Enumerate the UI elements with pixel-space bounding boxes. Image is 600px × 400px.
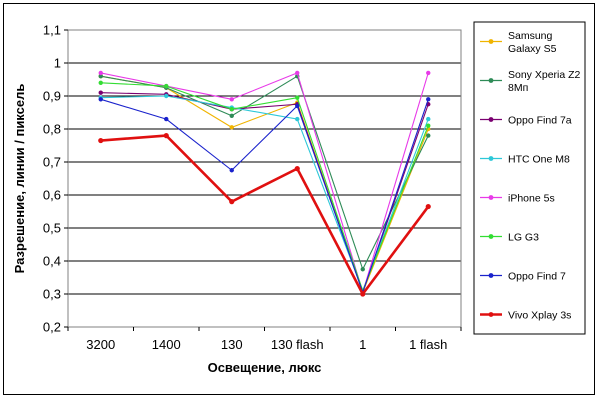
y-tick-label: 0,2 <box>43 320 61 335</box>
data-point <box>295 70 300 76</box>
data-point <box>164 83 169 89</box>
data-point <box>164 93 169 99</box>
legend-label: iPhone 5s <box>508 193 555 205</box>
data-point <box>426 97 431 102</box>
legend-swatch-marker <box>488 195 494 200</box>
data-point <box>295 116 300 122</box>
x-axis-title: Освещение, люкс <box>208 360 322 375</box>
legend-swatch-marker <box>488 78 494 83</box>
y-tick-label: 0,7 <box>43 155 61 170</box>
series-line <box>100 134 430 296</box>
data-point <box>98 97 103 102</box>
legend-label: Galaxy S5 <box>508 43 557 55</box>
y-tick-label: 1,1 <box>43 23 61 38</box>
gridlines <box>68 62 461 295</box>
legend-swatch-marker <box>488 312 494 317</box>
data-point <box>229 125 234 130</box>
data-point <box>98 137 104 144</box>
data-point <box>98 90 103 95</box>
y-tick-label: 0,6 <box>43 188 61 203</box>
x-tick-label: 1400 <box>152 337 181 352</box>
data-point <box>426 116 431 122</box>
data-point <box>98 70 103 76</box>
y-tick-label: 0,9 <box>43 89 61 104</box>
data-point <box>425 203 431 210</box>
legend-swatch-marker <box>488 39 494 44</box>
series-htc-one-m8 <box>98 93 431 293</box>
y-axis: 0,2 0,3 0,4 0,5 0,6 0,7 0,8 0,9 1 1,1 <box>43 23 68 335</box>
data-point <box>295 95 300 100</box>
y-tick-label: 0,8 <box>43 122 61 137</box>
data-point <box>229 168 234 173</box>
data-point <box>164 116 169 122</box>
legend-label: Sony Xperia Z2 <box>508 69 581 81</box>
data-point <box>229 97 234 102</box>
data-point <box>360 267 365 272</box>
data-point <box>426 123 431 128</box>
data-point <box>229 113 234 119</box>
x-axis: 3200 1400 130 130 flash 1 1 flash <box>67 327 462 352</box>
x-tick-label: 130 <box>221 337 243 352</box>
series-line <box>100 98 429 293</box>
series-line <box>100 72 429 293</box>
data-point <box>426 133 431 138</box>
y-tick-label: 0,3 <box>43 287 61 302</box>
x-tick-label: 3200 <box>86 337 115 352</box>
x-tick-label: 1 <box>359 337 366 352</box>
series-oppo-find-7 <box>98 97 431 295</box>
legend-label: Vivo Xplay 3s <box>508 310 571 322</box>
legend-swatch-marker <box>488 156 494 161</box>
data-point <box>229 199 235 205</box>
y-tick-label: 0,4 <box>43 254 61 269</box>
data-point <box>294 166 300 172</box>
legend-label: Samsung <box>508 30 553 42</box>
legend-label: LG G3 <box>508 232 539 244</box>
x-tick-label: 1 flash <box>409 337 447 352</box>
legend-swatch-marker <box>488 273 494 278</box>
x-tick-label: 130 flash <box>271 337 324 352</box>
series-line <box>100 82 429 292</box>
legend-label: Oppo Find 7a <box>508 115 572 127</box>
data-point <box>426 70 431 76</box>
legend-swatch-marker <box>488 234 494 239</box>
legend-item: LG G3 <box>480 232 539 244</box>
y-tick-label: 1 <box>54 56 61 71</box>
legend-label: HTC One M8 <box>508 154 570 166</box>
y-axis-title: Разрешение, линии / пиксель <box>12 84 27 274</box>
legend-swatch-marker <box>488 117 494 122</box>
series-line <box>100 92 429 293</box>
series-line <box>100 75 429 270</box>
data-point <box>295 103 300 109</box>
y-tick-label: 0,5 <box>43 221 61 236</box>
series-oppo-find-7a <box>98 90 431 295</box>
legend-box <box>473 21 586 335</box>
series-vivo-xplay-3s <box>98 133 431 297</box>
series-lg-g3 <box>98 80 431 293</box>
data-point <box>98 74 103 79</box>
legend-item: Oppo Find 7 <box>480 271 566 283</box>
data-point <box>360 291 366 297</box>
data-point <box>229 107 234 112</box>
legend-label: 8Мп <box>508 82 528 94</box>
legend-item: iPhone 5s <box>480 193 555 205</box>
legend-item: Vivo Xplay 3s <box>480 310 571 322</box>
data-point <box>163 133 169 139</box>
legend-label: Oppo Find 7 <box>508 271 566 283</box>
data-point <box>98 80 103 86</box>
legend-item: HTC One M8 <box>480 154 570 166</box>
series-layer <box>98 70 431 297</box>
legend-item: Oppo Find 7a <box>480 115 572 127</box>
